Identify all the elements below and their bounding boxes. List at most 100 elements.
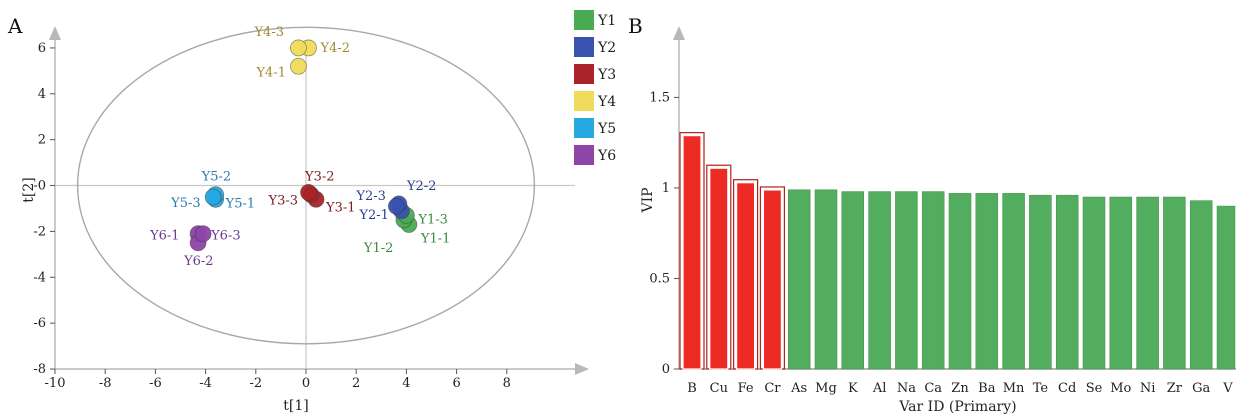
scatter-point-label-y4-2: Y4-2 [320,41,351,56]
bar-y-tick-label: 0 [662,362,670,377]
scatter-point-label-y6-1: Y6-1 [149,229,180,244]
scatter-point-label-y1-1: Y1-1 [420,232,451,247]
bar-ni [1136,196,1159,370]
scatter-y-tick-label: -2 [33,224,46,239]
legend-label-y4: Y4 [597,94,616,110]
bar-se [1082,196,1106,370]
bar-category-label-cr: Cr [764,381,781,396]
bar-mo [1109,196,1133,370]
scatter-x-tick-label: 2 [352,376,360,391]
bar-category-label-zn: Zn [951,381,969,396]
bar-category-label-as: As [790,381,807,396]
bar-k [841,191,865,370]
scatter-point-label-y3-3: Y3-3 [268,193,299,208]
bar-y-tick-label: 0.5 [649,271,670,286]
scatter-point-label-y4-3: Y4-3 [253,25,284,40]
scatter-y-tick-label: 6 [38,41,46,56]
scatter-x-tick-label: 4 [402,376,410,391]
scatter-point-label-y6-2: Y6-2 [183,254,214,269]
scatter-x-tick-label: -10 [45,376,66,391]
legend-swatch-y6 [574,145,594,165]
scatter-x-tick-label: -2 [249,376,262,391]
legend-label-y1: Y1 [597,13,616,29]
bar-category-label-b: B [687,381,697,396]
scatter-point-label-y5-2: Y5-2 [201,170,232,185]
bar-x-axis-label: Var ID (Primary) [898,399,1016,415]
bar-category-label-fe: Fe [738,381,754,396]
scatter-point-label-y1-3: Y1-3 [417,212,448,227]
scatter-x-tick-label: -4 [199,376,212,391]
scatter-x-tick-label: -8 [99,376,112,391]
bar-cu [709,167,729,370]
bar-al [868,191,891,370]
legend-swatch-y1 [574,10,594,30]
bar-category-label-ga: Ga [1192,381,1210,396]
scatter-point-y4-3 [290,39,307,57]
panel-label-a: A [7,14,23,38]
bar-y-tick-label: 1.5 [649,90,670,105]
scatter-y-tick-label: -8 [33,362,46,377]
scatter-point-label-y2-2: Y2-2 [406,179,437,194]
bar-ga [1189,200,1213,370]
bar-y-axis-label: VIP [640,187,656,213]
bar-category-label-cu: Cu [710,381,728,396]
bar-y-axis-arrow [673,26,685,40]
bar-na [895,191,918,370]
scatter-point-y5-3 [204,188,222,206]
scatter-y-axis-arrow [49,26,61,40]
bar-y-tick-label: 1 [662,181,670,196]
scatter-x-axis-arrow [575,363,589,375]
bar-category-label-mn: Mn [1003,381,1025,396]
vip-bar-chart: 0 0.5 1 1.5 B Cu Fe Cr As Mg K Al Na Ca Zn Ba Mn Te Cd Se Mo… [649,26,1236,396]
scatter-point-label-y2-1: Y2-1 [358,208,389,223]
legend-swatch-y4 [574,91,594,111]
scatter-point-y2-3 [387,197,405,215]
scatter-point-label-y2-3: Y2-3 [355,189,386,204]
bar-category-label-v: V [1222,381,1233,396]
bar-mn [1002,193,1025,370]
scatter-y-tick-label: 2 [38,133,46,148]
bar-cr [762,189,783,370]
bar-category-label-na: Na [897,381,916,396]
scatter-point-label-y6-3: Y6-3 [210,229,241,244]
bar-as [787,189,811,370]
bar-fe [735,182,756,370]
bar-zn [948,193,972,370]
scatter-point-label-y5-3: Y5-3 [170,196,201,211]
scatter-plot: -10 -8 -6 -4 -2 0 2 4 6 8-8-6-4-2-0246Y1-1Y1-2Y1-… [33,10,616,391]
bar-category-label-mo: Mo [1110,381,1131,396]
scatter-x-tick-label: 0 [302,376,310,391]
scatter-point-label-y3-2: Y3-2 [304,170,335,185]
scatter-y-axis-label: t[2] [21,177,37,202]
scatter-point-y4-1 [290,57,307,75]
bar-category-label-te: Te [1033,381,1049,396]
bar-category-label-al: Al [872,381,887,396]
bar-category-label-ba: Ba [978,381,996,396]
legend-swatch-y2 [574,37,594,57]
bar-ca [921,191,945,370]
bar-category-label-ni: Ni [1140,381,1156,396]
scatter-point-label-y5-1: Y5-1 [225,196,256,211]
scatter-point-y3-3 [300,184,317,201]
bar-ba [975,193,999,370]
scatter-point-label-y3-1: Y3-1 [325,200,356,215]
bar-v [1216,205,1236,370]
confidence-ellipse [76,26,536,345]
scatter-y-tick-label: -6 [33,316,46,331]
bar-b [682,135,702,370]
bar-category-label-ca: Ca [924,381,942,396]
scatter-y-tick-label: -0 [33,179,46,194]
scatter-x-tick-label: 8 [503,376,511,391]
legend-label-y3: Y3 [597,67,616,83]
bar-cd [1055,194,1079,370]
legend-label-y5: Y5 [597,121,616,137]
scatter-x-axis-label: t[1] [283,398,308,414]
scatter-y-tick-label: 4 [38,87,46,102]
legend-swatch-y3 [574,64,594,84]
bar-category-label-k: K [848,381,858,396]
bar-category-label-cd: Cd [1058,381,1076,396]
bar-zr [1163,196,1186,370]
legend-swatch-y5 [574,118,594,138]
scatter-point-label-y1-2: Y1-2 [363,241,394,256]
